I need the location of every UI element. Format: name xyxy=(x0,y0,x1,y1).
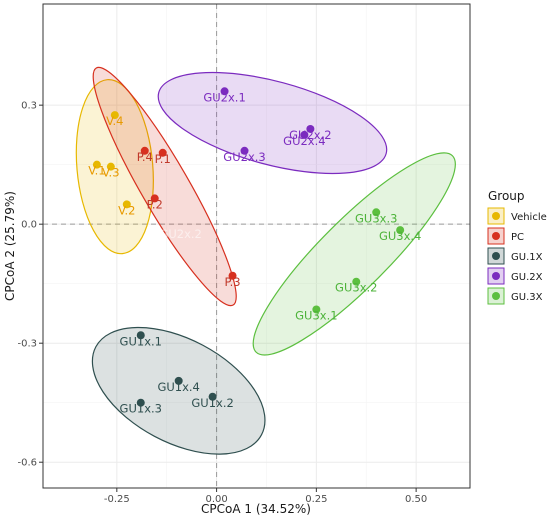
label-gu1x-4: GU1x.4 xyxy=(157,380,199,394)
label-gu1x-1: GU1x.1 xyxy=(120,334,162,348)
point-gu2x-2 xyxy=(306,124,315,133)
point-gu1x-4 xyxy=(174,376,183,385)
point-v-3 xyxy=(106,162,115,171)
point-p-3 xyxy=(228,271,237,280)
point-p-2 xyxy=(150,194,159,203)
x-tick-label: 0.00 xyxy=(205,494,227,505)
point-p-4 xyxy=(140,146,149,155)
ellipse-gu-2x xyxy=(157,71,388,175)
point-gu1x-3 xyxy=(136,398,145,407)
legend: Group Vehicle PC GU.1X GU.2X GU.3X xyxy=(487,189,547,305)
label-p-2: P.2 xyxy=(147,197,163,211)
label-gu1x-2: GU1x.2 xyxy=(191,396,233,410)
point-gu3x-4 xyxy=(396,226,405,235)
x-tick-label: -0.25 xyxy=(104,494,130,505)
legend-label: GU.2X xyxy=(511,272,543,283)
x-axis-ticks: -0.25 0.00 0.25 0.50 xyxy=(104,488,427,505)
label-v-4: V.4 xyxy=(106,114,123,128)
legend-item-pc: PC xyxy=(487,227,524,245)
label-v-1: V.1 xyxy=(88,164,105,178)
legend-key-point xyxy=(492,292,500,300)
y-tick-label: -0.3 xyxy=(17,339,37,350)
x-tick-label: 0.25 xyxy=(305,494,327,505)
legend-key-point xyxy=(492,212,500,220)
label-p-3: P.3 xyxy=(224,275,240,289)
legend-title: Group xyxy=(488,189,525,203)
point-gu1x-2 xyxy=(208,392,217,401)
y-tick-label: 0.0 xyxy=(21,220,37,231)
label-gu2x-1: GU2x.1 xyxy=(203,90,245,104)
point-gu2x-1 xyxy=(220,87,229,96)
label-p-4: P.4 xyxy=(137,150,153,164)
legend-label: GU.1X xyxy=(511,252,543,263)
label-v-2: V.2 xyxy=(118,203,135,217)
y-axis-ticks: -0.6 -0.3 0.0 0.3 xyxy=(17,101,43,469)
point-gu2x-4 xyxy=(300,130,309,139)
point-gu3x-1 xyxy=(312,305,321,314)
legend-label: Vehicle xyxy=(511,212,547,223)
legend-item-vehicle: Vehicle xyxy=(487,207,547,225)
point-labels: V.1 V.2 V.3 V.4 P.1 P.2 P.3 P.4 GU1x.1 GU1x.2 GU1x… xyxy=(88,90,421,415)
label-gu3x-3: GU3x.3 xyxy=(355,211,397,225)
legend-key-point xyxy=(492,272,500,280)
y-tick-label: -0.6 xyxy=(17,458,37,469)
point-gu1x-1 xyxy=(136,331,145,340)
label-v-3: V.3 xyxy=(102,166,119,180)
label-faint-overlap: GU2x.2 xyxy=(159,227,201,241)
label-gu2x-3: GU2x.3 xyxy=(223,150,265,164)
label-p-1: P.1 xyxy=(155,152,171,166)
ellipse-pc xyxy=(92,66,237,307)
point-v-2 xyxy=(122,200,131,209)
label-gu3x-1: GU3x.1 xyxy=(295,308,337,322)
label-gu2x-2: GU2x.2 xyxy=(289,128,331,142)
point-v-4 xyxy=(110,111,119,120)
y-tick-label: 0.3 xyxy=(21,101,37,112)
legend-label: PC xyxy=(511,232,524,243)
x-axis-title: CPCoA 1 (34.52%) xyxy=(201,502,311,516)
ellipse-gu-1x xyxy=(91,326,266,455)
label-gu3x-4: GU3x.4 xyxy=(379,229,421,243)
legend-item-gu-3x: GU.3X xyxy=(487,287,543,305)
points xyxy=(92,87,405,407)
grid xyxy=(43,4,470,488)
ellipse-gu-3x xyxy=(252,152,456,356)
zero-lines xyxy=(43,4,470,488)
legend-key-point xyxy=(492,252,500,260)
point-p-1 xyxy=(158,148,167,157)
legend-key-point xyxy=(492,232,500,240)
label-gu1x-3: GU1x.3 xyxy=(120,402,162,416)
y-axis-title: CPCoA 2 (25.79%) xyxy=(3,191,17,301)
point-v-1 xyxy=(92,160,101,169)
legend-label: GU.3X xyxy=(511,292,543,303)
point-gu3x-3 xyxy=(372,208,381,217)
plot-background xyxy=(43,4,470,488)
plot-panel-border xyxy=(42,3,471,489)
point-gu2x-3 xyxy=(240,146,249,155)
point-gu3x-2 xyxy=(352,277,361,286)
legend-item-gu-2x: GU.2X xyxy=(487,267,543,285)
x-tick-label: 0.50 xyxy=(405,494,427,505)
legend-item-gu-1x: GU.1X xyxy=(487,247,543,265)
label-gu3x-2: GU3x.2 xyxy=(335,281,377,295)
label-gu2x-4: GU2x.4 xyxy=(283,134,325,148)
